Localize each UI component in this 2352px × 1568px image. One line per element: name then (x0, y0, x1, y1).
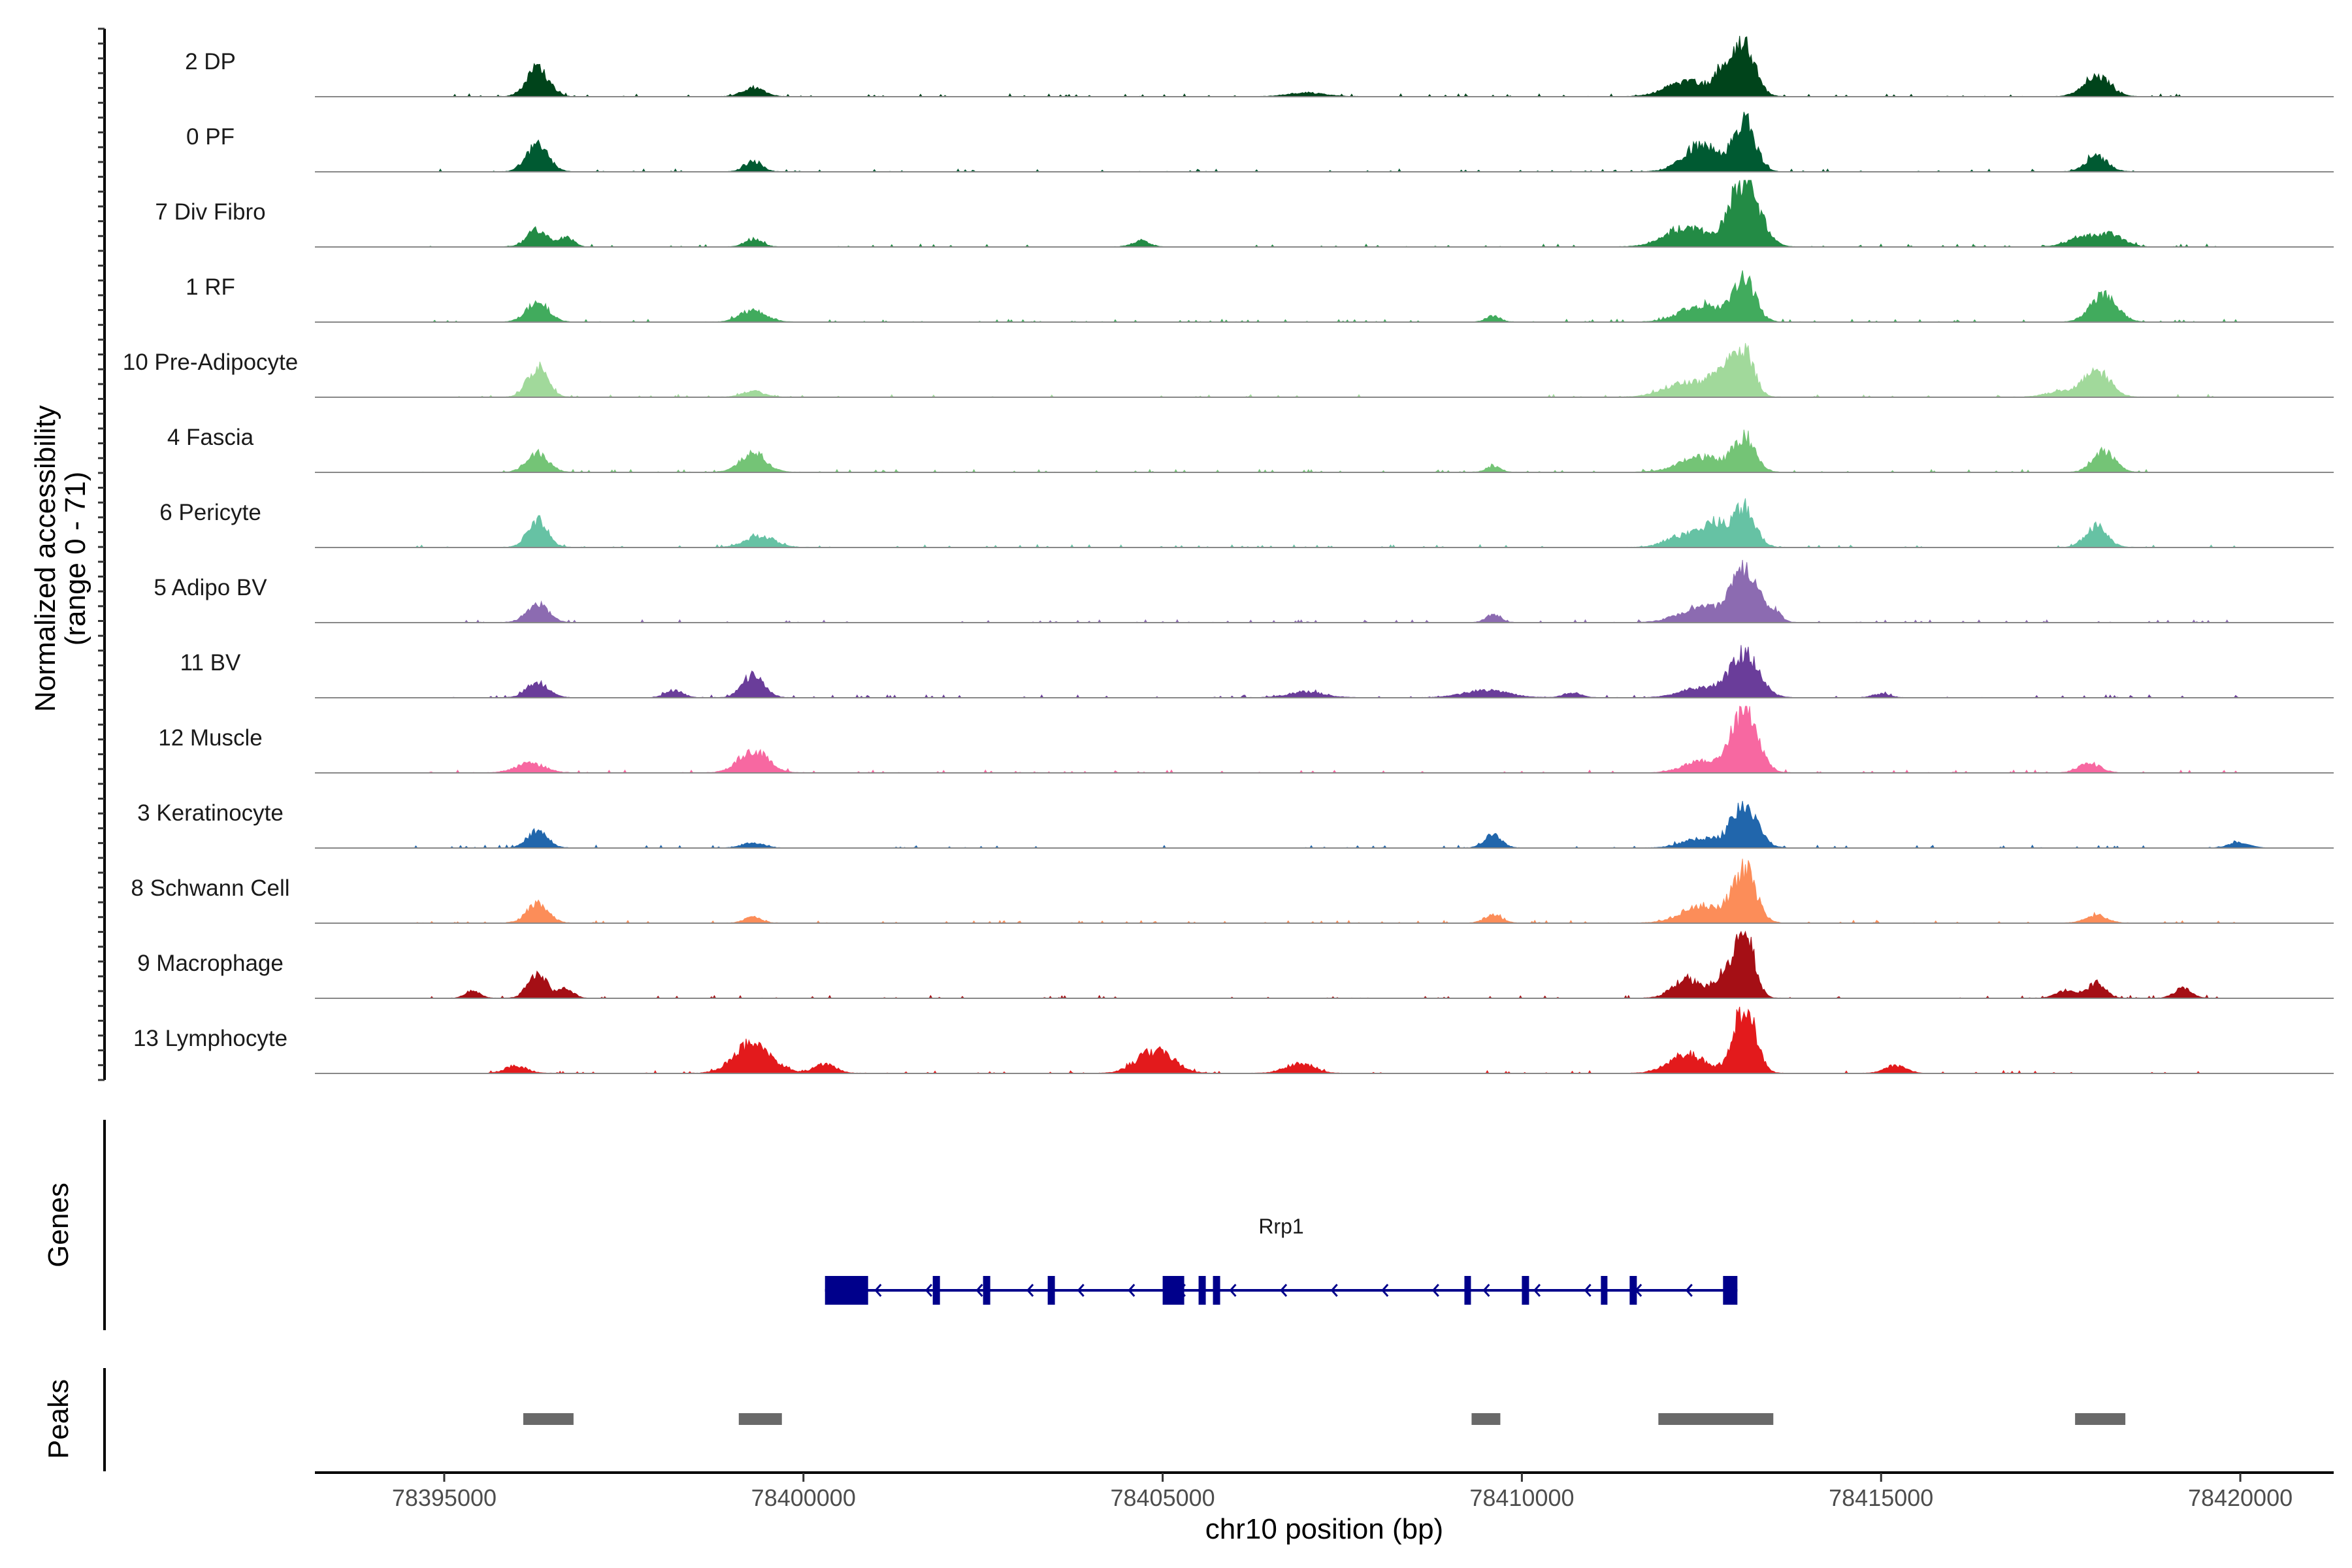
peak-interval (1471, 1413, 1501, 1425)
strand-arrow (874, 1284, 882, 1297)
track-4-fascia: 4 Fascia (167, 425, 2334, 473)
gene-exon (1601, 1276, 1608, 1305)
gene-exon (1629, 1276, 1637, 1305)
track-8-schwann-cell: 8 Schwann Cell (131, 858, 2334, 924)
track-13-lymphocyte: 13 Lymphocyte (133, 1006, 2334, 1074)
track-label: 12 Muscle (158, 725, 263, 751)
y-axis-title: Normalized accessibility (29, 405, 61, 711)
strand-arrow (1482, 1284, 1490, 1297)
gene-exon (1198, 1276, 1206, 1305)
peak-intervals (523, 1413, 2126, 1425)
strand-arrow (1280, 1284, 1288, 1297)
track-11-bv: 11 BV (180, 645, 2334, 698)
gene-exon (1464, 1276, 1471, 1305)
gene-exon (1213, 1276, 1220, 1305)
gene-exon (1522, 1276, 1529, 1305)
track-9-macrophage: 9 Macrophage (137, 930, 2334, 999)
genes-panel: Genes Rrp1 (42, 1120, 1738, 1330)
track-label: 7 Div Fibro (155, 199, 265, 225)
strand-arrow (924, 1284, 933, 1297)
x-tick-label: 78400000 (751, 1484, 856, 1511)
track-3-keratinocyte: 3 Keratinocyte (137, 800, 2334, 849)
gene-name-label: Rrp1 (1258, 1215, 1303, 1238)
y-axis-range-label: (range 0 - 71) (59, 472, 91, 646)
gene-exon (932, 1276, 940, 1305)
track-1-rf: 1 RF (186, 270, 2334, 323)
track-label: 5 Adipo BV (154, 575, 267, 600)
track-6-pericyte: 6 Pericyte (159, 498, 2334, 548)
x-tick-label: 78410000 (1469, 1484, 1574, 1511)
strand-arrow (1584, 1284, 1592, 1297)
strand-arrow (1431, 1284, 1439, 1297)
track-5-adipo-bv: 5 Adipo BV (154, 560, 2334, 623)
x-tick-label: 78405000 (1110, 1484, 1215, 1511)
track-label: 4 Fascia (167, 425, 254, 450)
track-label: 13 Lymphocyte (133, 1026, 287, 1051)
strand-arrow (1533, 1284, 1541, 1297)
coverage-tracks: 2 DP 0 PF 7 Div Fibro 1 RF 10 Pre-Adipocyte 4… (123, 35, 2334, 1074)
track-label: 9 Macrophage (137, 951, 284, 976)
strand-arrow (1330, 1284, 1338, 1297)
track-label: 11 BV (180, 650, 241, 676)
peak-interval (2075, 1413, 2126, 1425)
track-label: 8 Schwann Cell (131, 875, 289, 901)
strand-arrow (1229, 1284, 1237, 1297)
x-tick-label: 78420000 (2188, 1484, 2293, 1511)
strand-arrow (1381, 1284, 1389, 1297)
genes-panel-label: Genes (42, 1183, 74, 1267)
strand-arrow (1077, 1284, 1085, 1297)
track-10-pre-adipocyte: 10 Pre-Adipocyte (123, 343, 2334, 398)
track-2-dp: 2 DP (185, 35, 2334, 97)
peak-interval (1658, 1413, 1774, 1425)
gene-exon (1723, 1276, 1738, 1305)
x-axis-title: chr10 position (bp) (1205, 1513, 1443, 1545)
track-label: 6 Pericyte (159, 500, 261, 525)
track-12-muscle: 12 Muscle (158, 706, 2334, 774)
track-0-pf: 0 PF (186, 112, 2334, 172)
strand-arrow (1685, 1284, 1693, 1297)
track-label: 10 Pre-Adipocyte (123, 350, 298, 375)
track-label: 0 PF (186, 124, 235, 150)
x-tick-label: 78415000 (1829, 1484, 1933, 1511)
strand-arrow (975, 1284, 983, 1297)
x-tick-label: 78395000 (392, 1484, 497, 1511)
track-label: 1 RF (186, 274, 235, 300)
x-axis: 78395000 78400000 78405000 78410000 78415000… (315, 1471, 2334, 1511)
peak-interval (738, 1413, 782, 1425)
strand-arrow (1128, 1284, 1135, 1297)
coverage-y-axis (98, 27, 106, 1081)
gene-exon (1047, 1276, 1055, 1305)
track-label: 2 DP (185, 49, 236, 74)
peaks-panel-label: Peaks (42, 1379, 74, 1459)
gene-exon (825, 1276, 868, 1305)
peaks-panel: Peaks (42, 1368, 2126, 1471)
gene-model (825, 1276, 1738, 1305)
strand-arrow (1026, 1284, 1034, 1297)
track-label: 3 Keratinocyte (137, 800, 284, 826)
track-7-div-fibro: 7 Div Fibro (155, 180, 2334, 248)
gene-exon (983, 1276, 990, 1305)
peak-interval (523, 1413, 574, 1425)
gene-exon (1162, 1276, 1184, 1305)
